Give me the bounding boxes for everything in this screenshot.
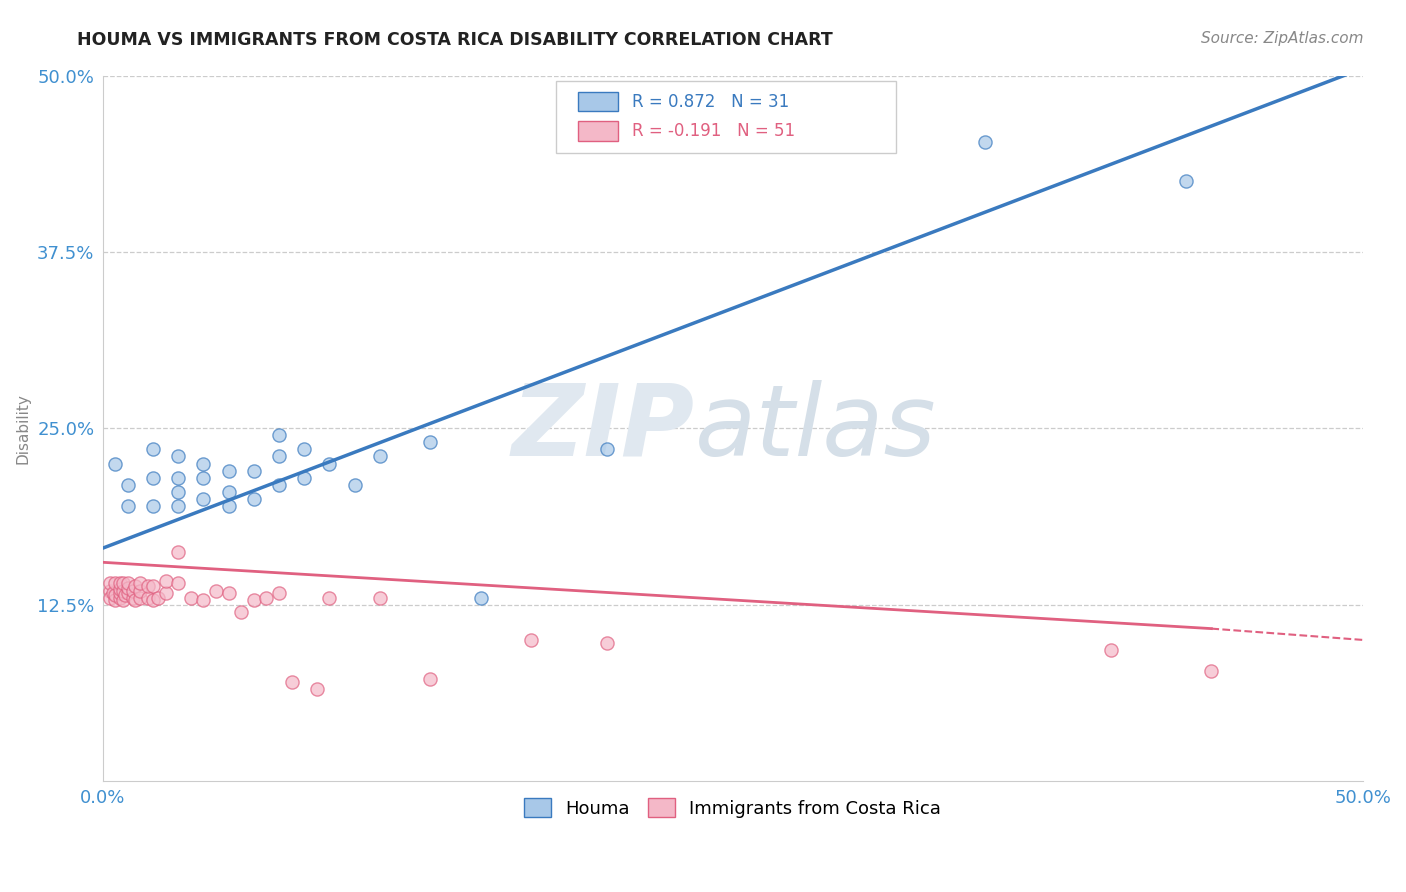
FancyBboxPatch shape: [578, 121, 619, 141]
Point: [1099, 642, 1122, 657]
Point: [193, 491, 215, 506]
Point: [129, 583, 152, 598]
Text: HOUMA VS IMMIGRANTS FROM COSTA RICA DISABILITY CORRELATION CHART: HOUMA VS IMMIGRANTS FROM COSTA RICA DISA…: [77, 31, 834, 49]
Legend: Houma, Immigrants from Costa Rica: Houma, Immigrants from Costa Rica: [516, 791, 949, 825]
Point: [595, 636, 617, 650]
Point: [142, 579, 165, 593]
Point: [256, 591, 278, 605]
Point: [193, 457, 215, 471]
Point: [142, 470, 165, 484]
Point: [167, 499, 190, 513]
Text: R = 0.872   N = 31: R = 0.872 N = 31: [631, 93, 789, 111]
Point: [117, 581, 139, 595]
Text: R = -0.191   N = 51: R = -0.191 N = 51: [631, 122, 794, 140]
Point: [104, 588, 127, 602]
Point: [167, 545, 190, 559]
Point: [98, 583, 121, 598]
Point: [419, 435, 441, 450]
Point: [267, 450, 290, 464]
Point: [167, 470, 190, 484]
Point: [129, 591, 152, 605]
Y-axis label: Disability: Disability: [15, 392, 30, 464]
Point: [142, 499, 165, 513]
Point: [267, 477, 290, 491]
Point: [973, 135, 995, 149]
Point: [101, 586, 124, 600]
Text: atlas: atlas: [695, 380, 936, 476]
Point: [111, 583, 134, 598]
Text: Source: ZipAtlas.com: Source: ZipAtlas.com: [1201, 31, 1364, 46]
Point: [305, 682, 328, 697]
Point: [218, 484, 240, 499]
Point: [117, 586, 139, 600]
Point: [111, 576, 134, 591]
Point: [595, 442, 617, 457]
Point: [110, 591, 132, 605]
Point: [155, 586, 177, 600]
Point: [142, 593, 165, 607]
Point: [111, 593, 134, 607]
Point: [122, 583, 145, 598]
Point: [167, 484, 190, 499]
Point: [110, 576, 132, 591]
Point: [267, 586, 290, 600]
Point: [292, 442, 315, 457]
Point: [98, 591, 121, 605]
Point: [104, 576, 127, 591]
Point: [218, 499, 240, 513]
Point: [470, 591, 492, 605]
Point: [117, 499, 139, 513]
Point: [1201, 664, 1223, 678]
Point: [180, 591, 202, 605]
Point: [146, 591, 169, 605]
Point: [218, 464, 240, 478]
Point: [1175, 174, 1198, 188]
Point: [136, 591, 159, 605]
Point: [218, 586, 240, 600]
Point: [98, 576, 121, 591]
Point: [110, 582, 132, 596]
Text: ZIP: ZIP: [512, 380, 695, 476]
Point: [520, 632, 543, 647]
Point: [243, 464, 266, 478]
Point: [318, 591, 340, 605]
Point: [267, 428, 290, 442]
Point: [124, 579, 146, 593]
Point: [167, 576, 190, 591]
Point: [142, 442, 165, 457]
Point: [318, 457, 340, 471]
Point: [368, 591, 391, 605]
Point: [231, 605, 253, 619]
Point: [117, 477, 139, 491]
Point: [110, 586, 132, 600]
Point: [243, 593, 266, 607]
Point: [129, 576, 152, 591]
Point: [193, 593, 215, 607]
Point: [104, 457, 127, 471]
Point: [122, 591, 145, 605]
Point: [104, 593, 127, 607]
Point: [114, 588, 136, 602]
Point: [368, 450, 391, 464]
Point: [117, 576, 139, 591]
Point: [343, 477, 366, 491]
Point: [155, 574, 177, 588]
Point: [136, 579, 159, 593]
Point: [167, 450, 190, 464]
Point: [243, 491, 266, 506]
FancyBboxPatch shape: [557, 81, 897, 153]
Point: [193, 470, 215, 484]
Point: [419, 673, 441, 687]
Point: [205, 583, 228, 598]
Point: [280, 675, 302, 690]
Point: [292, 470, 315, 484]
Point: [124, 593, 146, 607]
FancyBboxPatch shape: [578, 92, 619, 112]
